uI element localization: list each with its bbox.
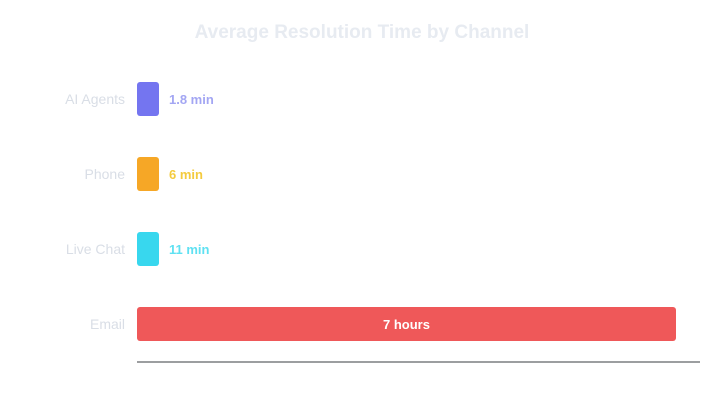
value-label-live-chat: 11 min [169, 242, 210, 257]
category-label-ai-agents: AI Agents [65, 91, 125, 107]
value-label-phone: 6 min [169, 167, 203, 182]
category-label-live-chat: Live Chat [66, 241, 125, 257]
bars-group: AI Agents 1.8 min Phone 6 min Live Chat 11 mi… [65, 82, 676, 341]
bar-email [137, 307, 676, 341]
bar-live-chat [137, 232, 159, 266]
bar-ai-agents [137, 82, 159, 116]
chart-title: Average Resolution Time by Channel [195, 22, 530, 43]
value-label-ai-agents: 1.8 min [169, 92, 214, 107]
bar-phone [137, 157, 159, 191]
value-label-email: 7 hours [383, 317, 430, 332]
category-label-phone: Phone [85, 166, 126, 182]
category-label-email: Email [90, 316, 125, 332]
